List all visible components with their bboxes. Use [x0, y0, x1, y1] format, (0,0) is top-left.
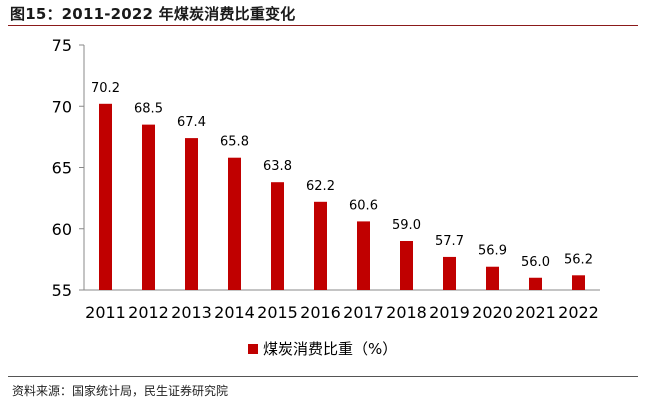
data-label-2018: 59.0: [392, 218, 421, 233]
bar-2012: [142, 124, 155, 290]
footer-rule: [8, 376, 638, 377]
y-tick-label: 75: [52, 36, 72, 55]
x-tick-label: 2019: [429, 303, 470, 322]
data-label-2021: 56.0: [521, 255, 550, 270]
bar-chart: 55 60 65 70 75 70.2 68.5 67.4 65.8 63.8 62.2 60.6 5…: [52, 36, 600, 358]
bar-2017: [357, 221, 370, 290]
bar-2014: [228, 157, 241, 290]
y-tick-label: 60: [52, 220, 72, 239]
bar-2011: [99, 103, 112, 290]
x-tick-label: 2018: [386, 303, 427, 322]
data-label-2014: 65.8: [220, 135, 249, 150]
x-tick-label: 2014: [214, 303, 255, 322]
data-label-2019: 57.7: [435, 234, 464, 249]
x-tick-label: 2011: [85, 303, 126, 322]
bar-2021: [529, 277, 542, 290]
legend: 煤炭消费比重（%）: [248, 340, 397, 358]
data-label-2022: 56.2: [564, 252, 593, 267]
bar-series: [99, 103, 585, 290]
x-tick-label: 2017: [343, 303, 384, 322]
data-label-2011: 70.2: [91, 81, 120, 96]
x-tick-label: 2013: [171, 303, 212, 322]
bar-2019: [443, 256, 456, 290]
data-label-2015: 63.8: [263, 159, 292, 174]
title-rule: [8, 25, 638, 26]
y-tick-label: 70: [52, 97, 72, 116]
bar-2013: [185, 138, 198, 290]
y-tick-label: 55: [52, 281, 72, 300]
x-tick-label: 2012: [128, 303, 169, 322]
data-labels: 70.2 68.5 67.4 65.8 63.8 62.2 60.6 59.0 57.7 56.9…: [91, 81, 593, 270]
y-axis-ticks: 55 60 65 70 75: [52, 36, 84, 300]
bar-2020: [486, 266, 499, 290]
data-label-2020: 56.9: [478, 244, 507, 259]
x-tick-label: 2020: [472, 303, 513, 322]
bar-2016: [314, 201, 327, 290]
x-tick-label: 2021: [515, 303, 556, 322]
x-tick-label: 2016: [300, 303, 341, 322]
x-axis-ticks: 2011 2012 2013 2014 2015 2016 2017 2018 2019 2020…: [85, 303, 599, 322]
y-tick-label: 65: [52, 159, 72, 178]
bar-2022: [572, 275, 585, 290]
source-note: 资料来源：国家统计局，民生证券研究院: [12, 384, 229, 398]
x-tick-label: 2015: [257, 303, 298, 322]
data-label-2017: 60.6: [349, 198, 378, 213]
figure-title: 图15：2011-2022 年煤炭消费比重变化: [10, 5, 296, 23]
bar-2015: [271, 182, 284, 290]
x-tick-label: 2022: [558, 303, 599, 322]
legend-label: 煤炭消费比重（%）: [263, 340, 397, 358]
legend-swatch: [248, 344, 258, 354]
data-label-2013: 67.4: [177, 115, 206, 130]
data-label-2016: 62.2: [306, 179, 335, 194]
data-label-2012: 68.5: [134, 102, 163, 117]
bar-2018: [400, 241, 413, 290]
